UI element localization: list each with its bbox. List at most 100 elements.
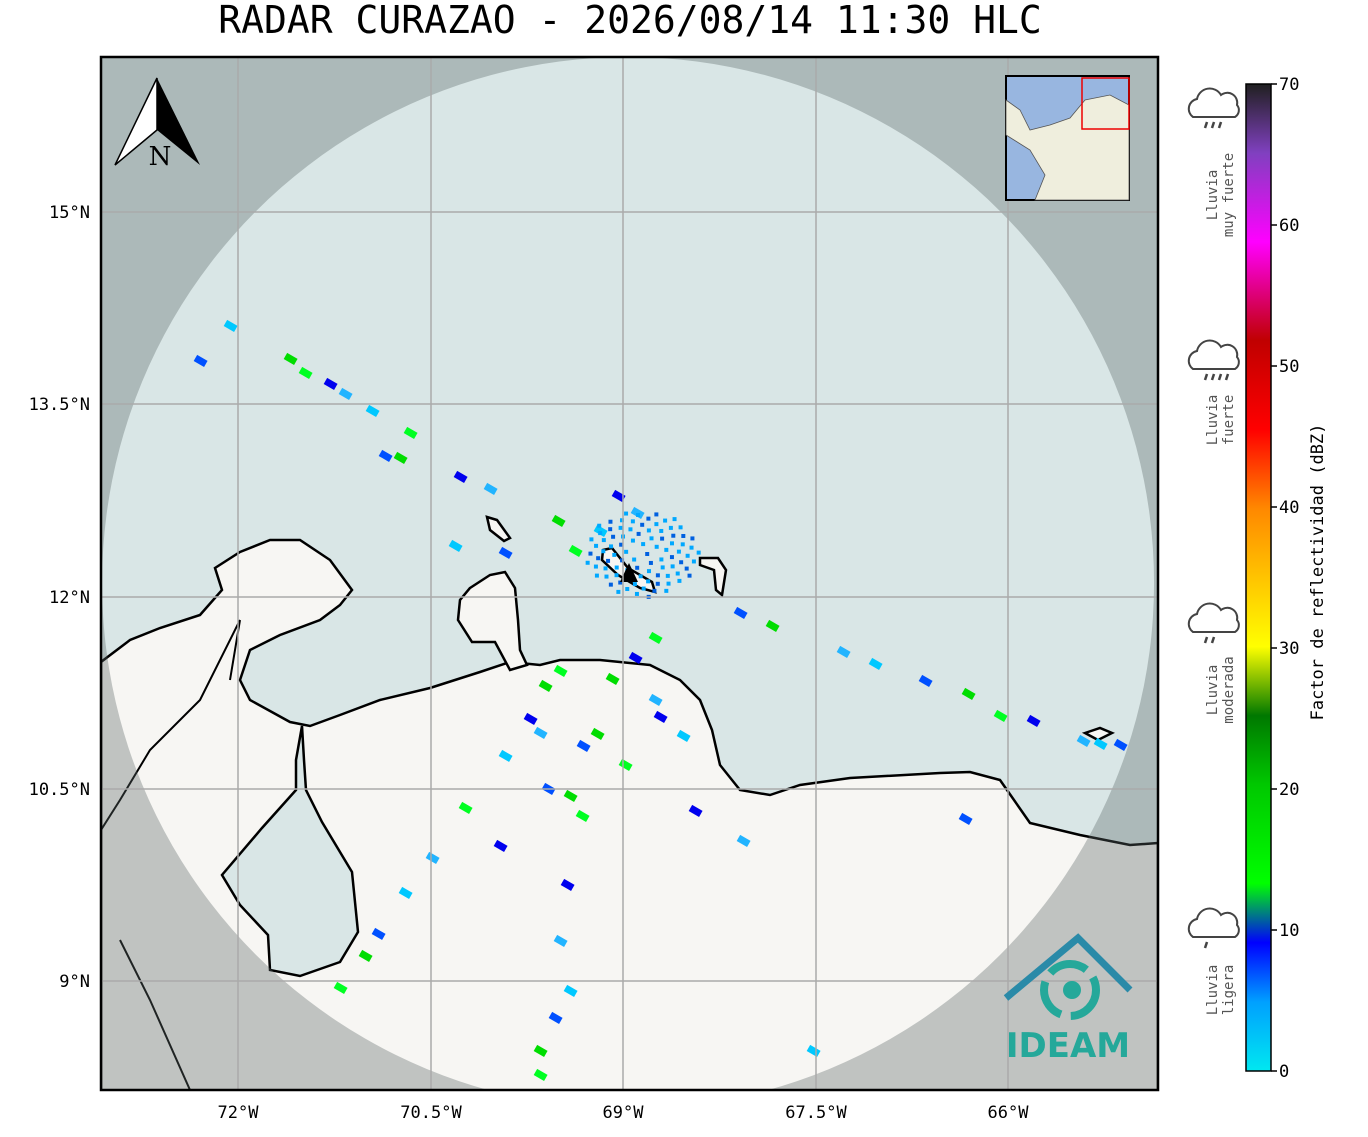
echo <box>618 758 633 771</box>
north-arrow: N <box>114 77 200 172</box>
echo <box>669 541 674 546</box>
echo <box>659 557 664 562</box>
island-east <box>1081 726 1116 742</box>
echo <box>624 549 629 554</box>
echo <box>612 552 617 557</box>
aruba <box>485 515 512 543</box>
rain-drop <box>1203 121 1209 129</box>
rain-drop <box>1210 121 1216 129</box>
echo <box>1113 738 1128 751</box>
echo <box>590 727 605 740</box>
echo <box>640 522 645 527</box>
echo <box>1093 737 1108 750</box>
echo <box>668 525 673 530</box>
legend-label: Lluvia <box>1205 170 1221 221</box>
plot-frame <box>99 55 1160 1092</box>
echo <box>606 558 611 563</box>
echo <box>676 549 681 554</box>
colorbar-tick-label: 20 <box>1279 780 1299 800</box>
echo <box>618 525 623 530</box>
legend-label: Lluvia <box>1205 965 1221 1016</box>
echo <box>671 533 676 538</box>
echo <box>993 709 1008 722</box>
echo <box>611 534 616 539</box>
legend-label: muy fuerte <box>1221 153 1237 237</box>
legend-label: Lluvia <box>1205 395 1221 446</box>
north-label: N <box>149 142 172 172</box>
echo <box>646 569 651 574</box>
echo <box>696 550 701 555</box>
echo <box>648 560 653 565</box>
echo <box>666 581 671 586</box>
echo <box>677 578 682 583</box>
echo <box>736 834 751 847</box>
lon-label: 67.5°W <box>785 1103 847 1123</box>
echo <box>687 573 692 578</box>
echo <box>655 573 660 578</box>
echo <box>958 812 973 825</box>
echo <box>689 545 694 550</box>
echo <box>614 565 619 570</box>
echo <box>765 619 780 632</box>
echo <box>588 551 593 556</box>
echo <box>636 512 641 517</box>
echo <box>323 377 338 390</box>
echo <box>632 557 637 562</box>
echo <box>568 544 583 557</box>
lat-label: 9°N <box>59 972 90 992</box>
echo <box>576 739 591 752</box>
echo <box>398 886 413 899</box>
rain-drop <box>1210 373 1216 381</box>
echo <box>684 566 689 571</box>
echo <box>597 523 602 528</box>
echo <box>448 539 463 552</box>
echo <box>628 651 643 664</box>
echo <box>646 579 651 584</box>
echo <box>628 527 633 532</box>
echo <box>654 522 659 527</box>
colorbar-tick-label: 70 <box>1279 75 1299 95</box>
lake-maracaibo <box>220 725 360 978</box>
echo <box>630 538 635 543</box>
echo <box>660 565 665 570</box>
legend-label: moderada <box>1221 656 1237 723</box>
echo <box>672 517 677 522</box>
inset-map <box>1005 75 1130 201</box>
echo <box>733 606 748 619</box>
echo <box>365 404 380 417</box>
echo <box>660 536 665 541</box>
map-area <box>101 57 1158 1090</box>
echo <box>630 519 635 524</box>
echo <box>533 726 548 739</box>
echo <box>193 354 208 367</box>
echo <box>333 981 348 994</box>
echo <box>553 664 568 677</box>
title: RADAR CURAZAO - 2026/08/14 11:30 HLC <box>218 0 1042 42</box>
lat-label: 13.5°N <box>29 395 90 415</box>
echo <box>636 531 641 536</box>
echo <box>371 927 386 940</box>
echo <box>619 542 624 547</box>
lon-label: 69°W <box>603 1103 645 1123</box>
lon-label: 66°W <box>988 1103 1030 1123</box>
echo <box>961 687 976 700</box>
radar-site <box>620 563 638 582</box>
lat-label: 15°N <box>49 203 90 223</box>
echo <box>616 589 621 594</box>
echo <box>453 470 468 483</box>
echo <box>594 543 599 548</box>
echo <box>806 1044 821 1057</box>
echo <box>283 352 298 365</box>
echo <box>601 549 606 554</box>
echo <box>655 581 660 586</box>
echo <box>585 560 590 565</box>
echo <box>604 574 609 579</box>
echo <box>1026 714 1041 727</box>
echo <box>688 804 703 817</box>
echo <box>378 449 393 462</box>
echo <box>403 426 418 439</box>
echo <box>653 710 668 723</box>
echo <box>641 542 646 547</box>
lon-label: 70.5°W <box>400 1103 462 1123</box>
echo <box>608 527 613 532</box>
